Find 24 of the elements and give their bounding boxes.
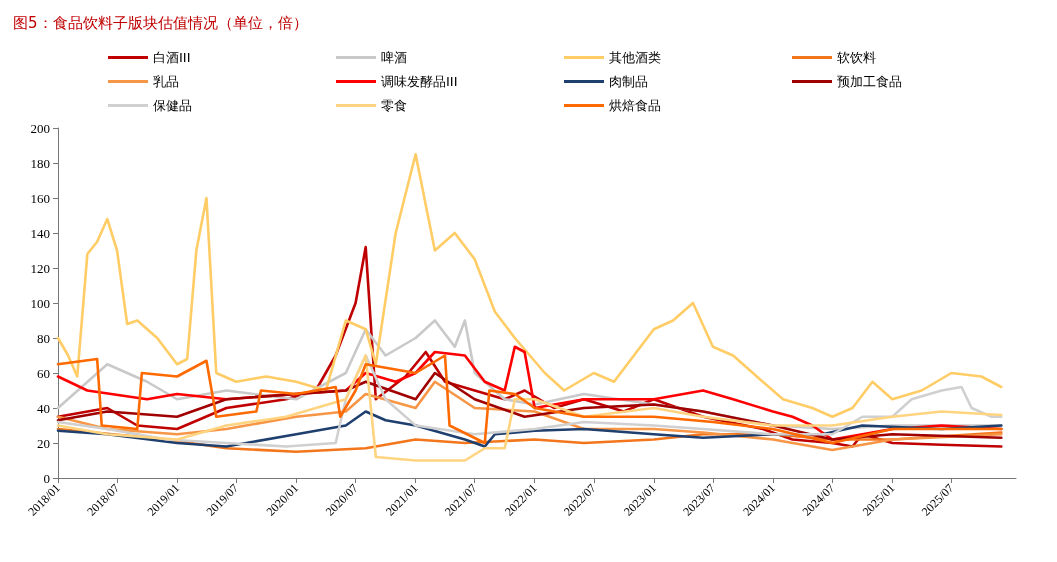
legend-label: 零食 xyxy=(381,98,407,113)
legend-label: 啤酒 xyxy=(381,50,407,65)
legend-label: 软饮料 xyxy=(837,50,876,65)
y-tick-label: 80 xyxy=(37,330,50,346)
chart-title: 图5：食品饮料子版块估值情况（单位，倍） xyxy=(13,13,308,32)
line-series xyxy=(56,152,1003,419)
legend-label: 肉制品 xyxy=(609,74,648,89)
y-tick-label: 60 xyxy=(37,365,50,381)
y-tick-label: 20 xyxy=(37,435,50,451)
y-tick-label: 200 xyxy=(30,120,50,136)
legend-label: 乳品 xyxy=(153,74,179,89)
legend-label: 保健品 xyxy=(153,98,192,113)
y-tick-label: 180 xyxy=(30,155,50,171)
legend-label: 烘焙食品 xyxy=(609,98,661,113)
y-tick-label: 140 xyxy=(30,225,50,241)
legend-label: 调味发酵品III xyxy=(381,74,458,89)
legend-label: 预加工食品 xyxy=(837,74,902,89)
y-tick-label: 0 xyxy=(43,470,50,486)
legend-label: 白酒III xyxy=(153,50,191,65)
y-tick-label: 100 xyxy=(30,295,50,311)
legend-label: 其他酒类 xyxy=(609,50,661,65)
y-tick-label: 120 xyxy=(30,260,50,276)
y-tick-label: 40 xyxy=(37,400,50,416)
y-tick-label: 160 xyxy=(30,190,50,206)
